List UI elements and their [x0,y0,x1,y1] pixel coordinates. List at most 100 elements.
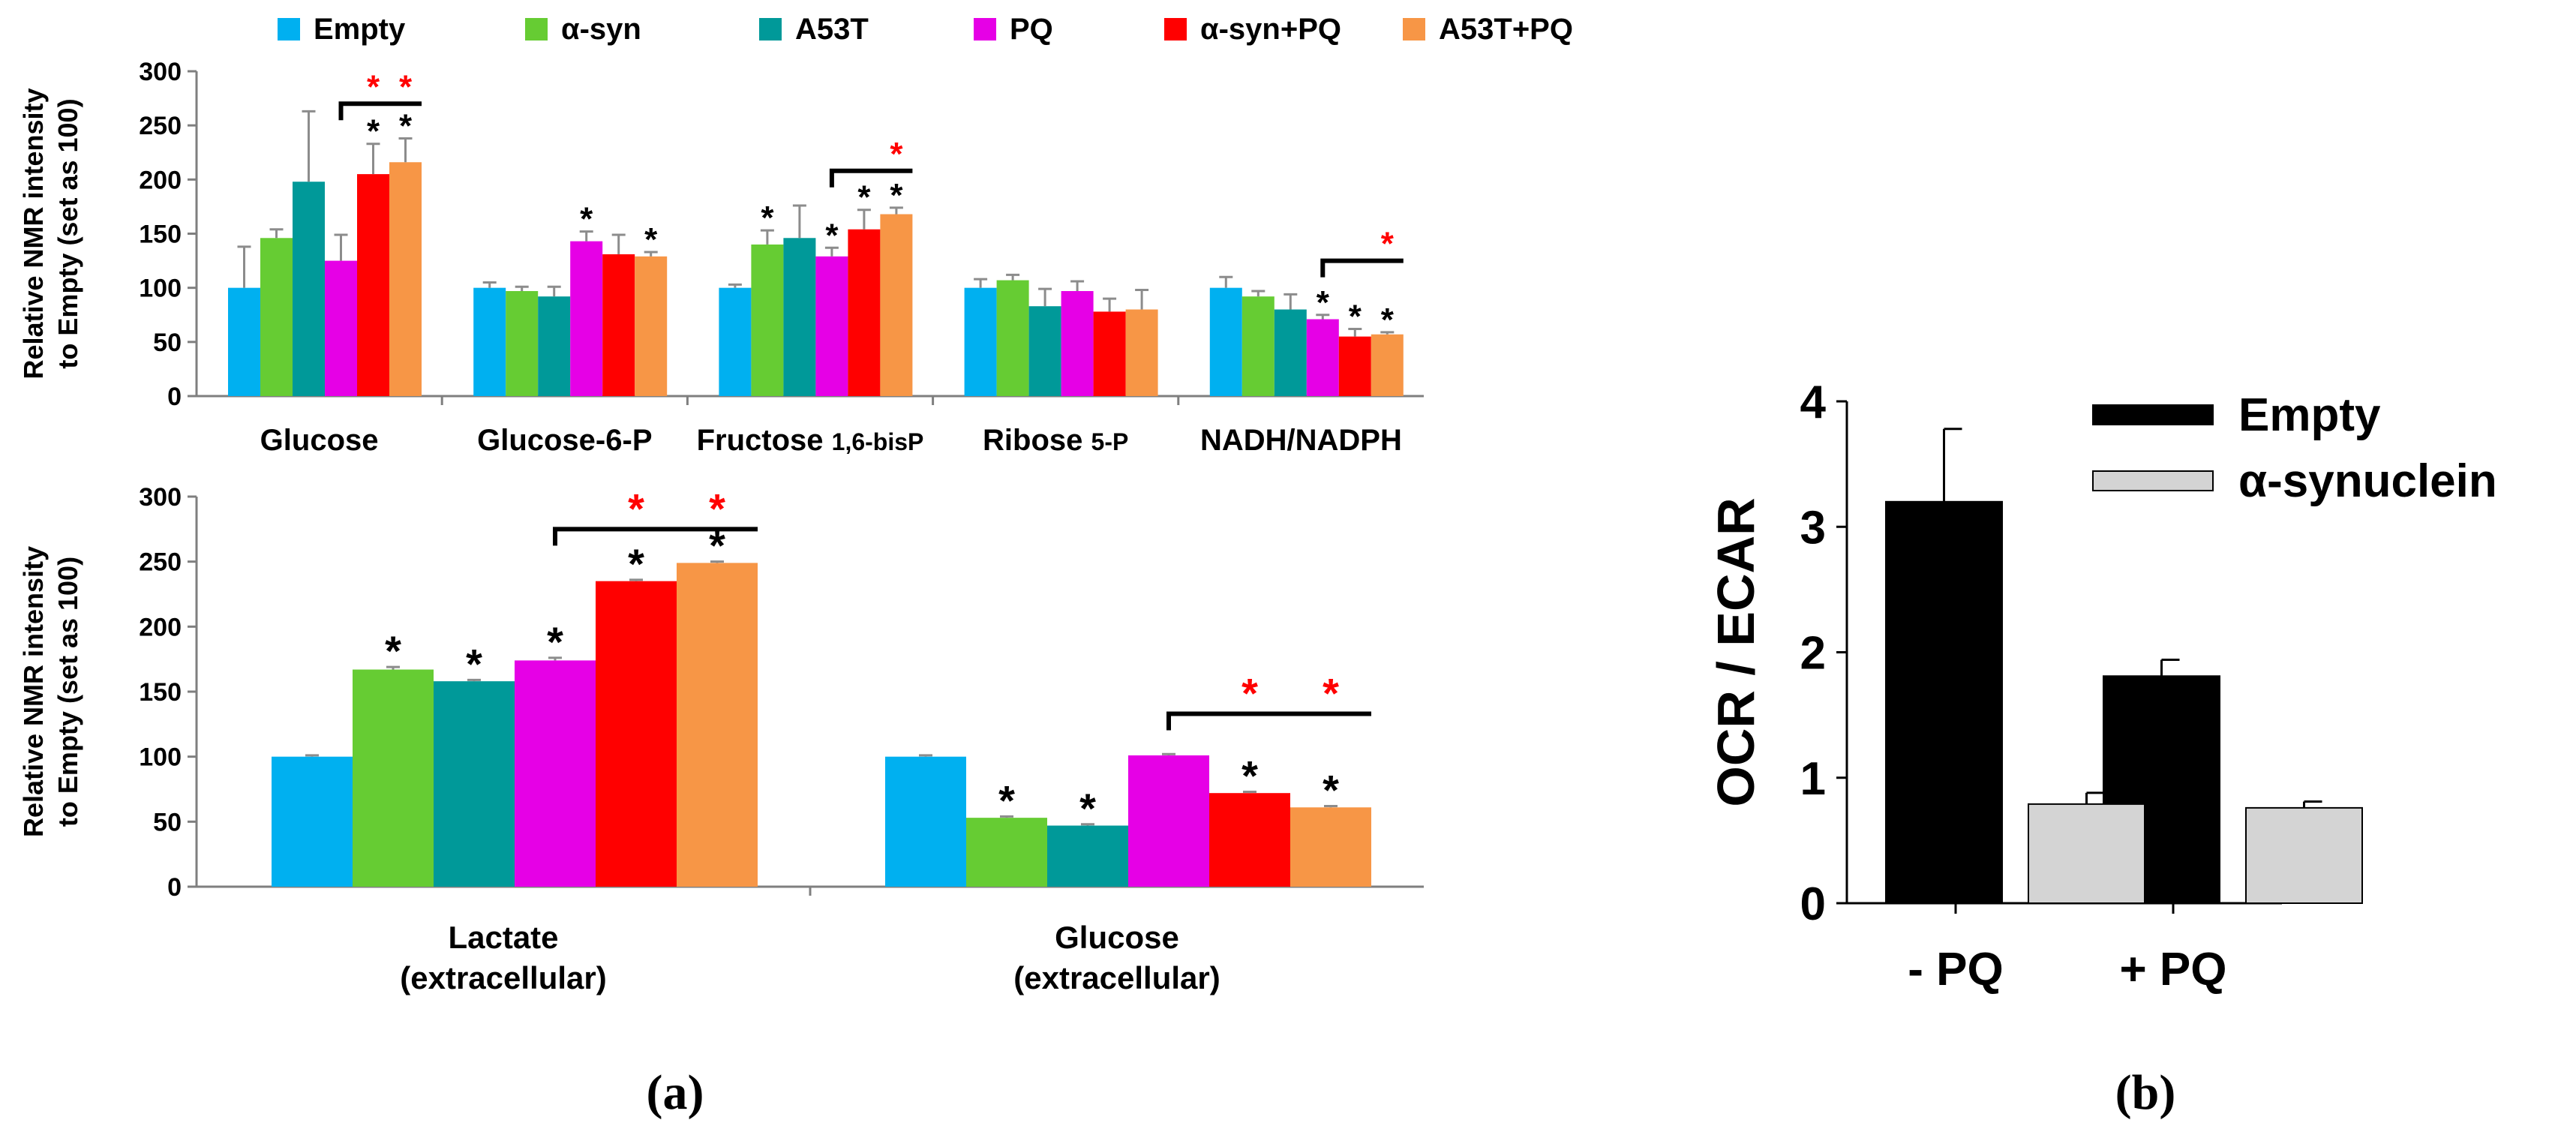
y-tick-label: 150 [139,678,182,707]
bar-PQ-0 [325,260,357,396]
legend-swatch-0 [278,18,300,41]
significance-star: * [857,179,871,216]
chart-a-top: 0 50 100 150 200 250 300 Relative NMR intensity… [18,58,1424,457]
bar-α-syn+PQ-3 [1093,311,1126,396]
panel-label-a: (a) [647,1065,704,1120]
significance-star: * [1079,785,1096,832]
legend-swatch-4 [1164,18,1187,41]
y-tick-label: 200 [139,166,182,194]
bar-A53T+PQ-4 [1371,334,1404,396]
bar-Empty-0 [1885,500,2003,904]
x-category-label: Glucose [260,424,379,457]
y-tick-label: 300 [139,483,182,512]
bar-A53T+PQ-2 [880,214,913,396]
bar-α-syn-1 [506,290,539,396]
legend-label-3: PQ [1010,13,1053,46]
bar-A53T-2 [783,238,816,396]
significance-star: * [547,618,563,665]
bar-Empty-0 [228,287,260,396]
legend-a: Empty α-syn A53T PQ α-syn+PQ A53T+PQ [278,13,1573,46]
bar-A53T+PQ-1 [1290,807,1371,887]
x-category-label: Glucose-6-P [477,424,652,457]
significance-star: * [367,113,380,150]
bar-PQ-1 [1128,755,1209,887]
comparison-bracket [1320,258,1404,278]
comparison-bracket [338,101,422,121]
x-category-label: Lactate [448,920,558,955]
x-category-label: NADH/NADPH [1200,424,1402,457]
bar-A53T+PQ-0 [389,162,422,397]
y-tick-label: 250 [139,548,182,577]
bar-PQ-3 [1061,290,1094,396]
y-axis-label: Relative NMR intensity to Empty (set as 1… [18,546,83,837]
significance-star: * [1349,299,1362,335]
bar-A53T-3 [1028,306,1061,396]
significance-star: * [385,627,401,674]
comparison-bracket [829,168,913,188]
legend-swatch-2 [759,18,782,41]
x-category-label: Glucose [1055,920,1179,955]
significance-star: * [628,540,644,587]
bracket-star: * [628,485,644,532]
bar-PQ-1 [570,241,603,396]
bar-A53T-0 [434,681,515,887]
bar-α-syn-0 [260,238,293,396]
significance-star: * [466,640,482,687]
bar-α-syn+PQ-1 [1209,793,1290,887]
y-axis-label: Relative NMR intensity to Empty (set as 1… [18,88,83,379]
significance-star: * [644,221,658,258]
y-tick-label: 300 [139,58,182,86]
y-tick-label: 1 [1800,753,1826,805]
legend-label-b-1: α-synuclein [2238,455,2497,507]
significance-star: * [399,107,413,144]
bracket-star: * [1381,226,1395,263]
bar-A53T-4 [1274,309,1307,396]
legend-swatch-b-0 [2092,404,2214,425]
y-tick-label: 3 [1800,502,1826,554]
bar-α-syn-2 [751,244,784,396]
x-category-label: (extracellular) [1013,960,1220,995]
y-tick-label: 250 [139,112,182,140]
comparison-bracket [1166,711,1371,731]
significance-star: * [1317,284,1330,321]
bracket-star: * [399,68,413,105]
y-tick-label: 4 [1800,377,1827,428]
bar-A53T-1 [1047,825,1128,887]
bar-Empty-0 [272,756,353,887]
y-tick-label: 200 [139,613,182,641]
x-category-label: Ribose 5-P [983,424,1128,457]
significance-star: * [890,177,903,214]
x-category-label: (extracellular) [400,960,606,995]
bar-Empty-1 [885,756,966,887]
bar-α-syn-0 [353,669,434,887]
bracket-star: * [1323,669,1339,716]
bar-α-synuclein-0 [2028,803,2145,905]
legend-swatch-3 [974,18,996,41]
bracket-star: * [890,136,903,173]
significance-star: * [709,522,725,569]
bar-α-syn-4 [1241,296,1274,396]
x-category-label: Fructose 1,6-bisP [697,424,924,457]
bar-Empty-2 [719,287,752,396]
bar-α-syn+PQ-2 [848,229,881,396]
bar-Empty-4 [1209,287,1242,396]
legend-swatch-b-1 [2092,470,2214,491]
y-axis-label: OCR / ECAR [1707,497,1765,806]
bar-PQ-4 [1306,319,1339,396]
bracket-star: * [1241,669,1258,716]
bar-α-syn-1 [966,818,1047,887]
x-category-label: + PQ [2119,944,2226,995]
chart-b: 0 1 2 3 4 OCR / ECAR - PQ + PQ Empty α-synuclein [1707,377,2497,995]
comparison-bracket [553,527,758,546]
y-tick-label: 150 [139,221,182,249]
bar-Empty-3 [964,287,997,396]
legend-label-1: α-syn [561,13,641,46]
significance-star: * [580,201,593,238]
significance-star: * [1381,302,1395,338]
chart-a-bottom: 0 50 100 150 200 250 300 Relative NMR intensity… [18,483,1424,995]
bracket-star: * [709,485,725,532]
y-tick-label: 0 [167,383,182,411]
legend-label-b-0: Empty [2238,389,2381,441]
bar-A53T-0 [293,182,325,396]
bar-A53T+PQ-0 [677,563,758,887]
